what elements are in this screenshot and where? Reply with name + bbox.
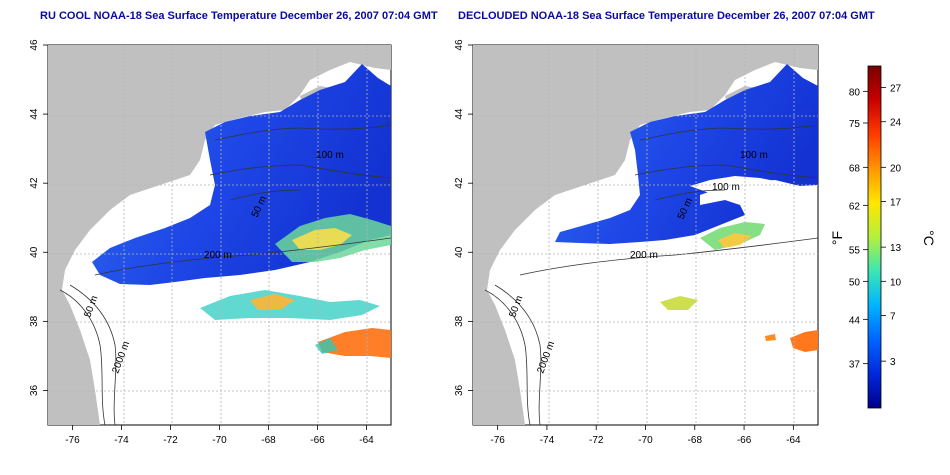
celsius-tick-label: 24	[890, 118, 902, 129]
lat-tick-label: 38	[29, 315, 40, 327]
right-south-patch	[660, 296, 698, 310]
lat-tick-label: 46	[29, 39, 40, 51]
left-map: 100 m 50 m 200 m 50 m 2000 m -76 -74 -72 -7…	[29, 39, 392, 446]
lon-tick-label: -72	[163, 435, 178, 446]
left-southeast-teal	[315, 338, 338, 354]
right-map-title: DECLOUDED NOAA-18 Sea Surface Temperatur…	[458, 10, 875, 22]
lat-tick-label: 40	[29, 246, 40, 258]
left-contour-label: 200 m	[204, 250, 232, 261]
left-grid	[48, 45, 391, 425]
right-lat-ticks: 46 44 42 40 38 36	[454, 39, 473, 396]
left-lat-ticks: 46 44 42 40 38 36	[29, 39, 48, 396]
lon-tick-label: -68	[261, 435, 276, 446]
left-contour-label: 100 m	[316, 150, 344, 161]
celsius-tick-label: 13	[890, 243, 902, 254]
lon-tick-label: -76	[65, 435, 80, 446]
right-land	[473, 45, 818, 425]
right-grid	[473, 45, 818, 425]
right-contour-label: 100 m	[740, 150, 768, 161]
fahrenheit-ticks: 80 75 68 62 55 50 44 37	[849, 87, 868, 371]
right-cold-water	[555, 64, 818, 244]
left-warm-core	[292, 228, 352, 250]
fahrenheit-tick-label: 62	[849, 201, 861, 212]
left-contours	[59, 124, 391, 425]
celsius-tick-label: 7	[890, 312, 896, 323]
fahrenheit-tick-label: 80	[849, 87, 861, 98]
fahrenheit-tick-label: 68	[849, 163, 861, 174]
lon-tick-label: -68	[688, 435, 703, 446]
right-contours	[484, 124, 818, 425]
celsius-tick-label: 27	[890, 84, 902, 95]
left-southeast-warm	[318, 328, 391, 358]
lat-tick-label: 36	[29, 384, 40, 396]
celsius-unit: °C	[921, 230, 937, 246]
fahrenheit-tick-label: 37	[849, 360, 861, 371]
lon-tick-label: -64	[359, 435, 374, 446]
celsius-tick-label: 20	[890, 163, 902, 174]
lon-tick-label: -70	[212, 435, 227, 446]
lat-tick-label: 40	[454, 246, 465, 258]
lat-tick-label: 44	[29, 108, 40, 120]
left-lon-ticks: -76 -74 -72 -70 -68 -66 -64	[65, 425, 374, 446]
lon-tick-label: -76	[490, 435, 505, 446]
lon-tick-label: -74	[540, 435, 555, 446]
fahrenheit-unit: °F	[829, 231, 845, 245]
right-contour-label: 100 m	[712, 182, 740, 193]
lat-tick-label: 36	[454, 384, 465, 396]
lon-tick-label: -72	[589, 435, 604, 446]
right-lon-ticks: -76 -74 -72 -70 -68 -66 -64	[490, 425, 801, 446]
lon-tick-label: -74	[114, 435, 129, 446]
right-contour-label: 200 m	[630, 250, 658, 261]
fahrenheit-tick-label: 55	[849, 246, 861, 257]
lon-tick-label: -70	[638, 435, 653, 446]
colorbar: 80 75 68 62 55 50 44 37 27 24 20 17 13 10 7 3 °F °C	[829, 65, 937, 409]
left-land	[48, 45, 391, 425]
lon-tick-label: -64	[786, 435, 801, 446]
left-map-title: RU COOL NOAA-18 Sea Surface Temperature …	[40, 10, 438, 22]
fahrenheit-tick-label: 44	[849, 315, 861, 326]
lat-tick-label: 44	[454, 108, 465, 120]
celsius-ticks: 27 24 20 17 13 10 7 3	[881, 84, 902, 368]
celsius-tick-label: 3	[890, 357, 896, 368]
lon-tick-label: -66	[737, 435, 752, 446]
colorbar-scale	[867, 65, 882, 409]
lat-tick-label: 46	[454, 39, 465, 51]
fahrenheit-tick-label: 50	[849, 277, 861, 288]
lat-tick-label: 42	[454, 177, 465, 189]
right-map: 100 m 100 m 50 m 200 m 50 m 2000 m -76 -7…	[454, 39, 819, 446]
lat-tick-label: 38	[454, 315, 465, 327]
right-southeast-small	[765, 334, 776, 341]
celsius-tick-label: 17	[890, 198, 902, 209]
lon-tick-label: -66	[310, 435, 325, 446]
left-south-warm	[250, 294, 295, 310]
left-south-patch	[200, 290, 380, 320]
celsius-tick-label: 10	[890, 277, 902, 288]
lat-tick-label: 42	[29, 177, 40, 189]
fahrenheit-tick-label: 75	[849, 119, 861, 130]
right-warm-core	[718, 233, 752, 248]
right-southeast-warm	[790, 330, 818, 352]
